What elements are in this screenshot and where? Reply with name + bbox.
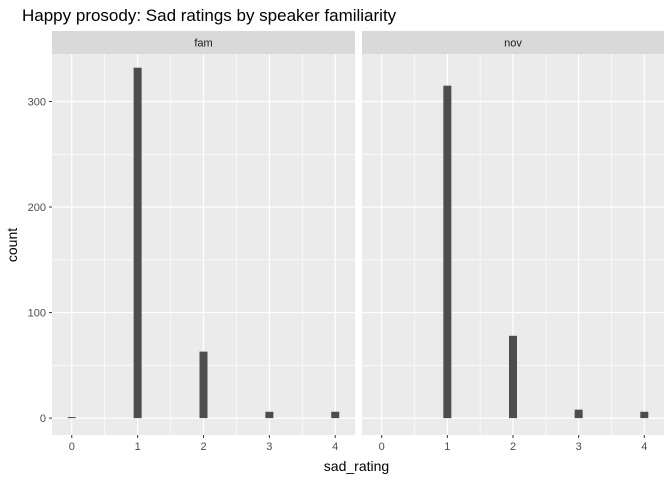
x-tick-label: 3 — [266, 441, 272, 453]
facet-strip — [362, 31, 664, 54]
y-tick-label: 300 — [28, 96, 46, 108]
x-tick-label: 4 — [641, 441, 647, 453]
y-tick-label: 100 — [28, 308, 46, 320]
x-axis-title: sad_rating — [324, 458, 389, 474]
x-tick-label: 2 — [200, 441, 206, 453]
bar-nov-3 — [574, 409, 583, 419]
x-tick-label: 1 — [444, 441, 450, 453]
facet-strip-label: fam — [194, 38, 212, 50]
bar-fam-0 — [67, 417, 76, 419]
bar-nov-4 — [640, 411, 649, 419]
facet-panel-fam: fam 0 1 2 3 4 0 100 200 300 — [28, 31, 355, 453]
x-tick-label: 2 — [510, 441, 516, 453]
facet-panels: fam 0 1 2 3 4 0 100 200 300 nov 0 1 2 3 4 — [28, 31, 664, 453]
x-tick-label: 0 — [69, 441, 75, 453]
y-axis-title: count — [4, 228, 20, 262]
facet-strip — [52, 31, 355, 54]
chart-title: Happy prosody: Sad ratings by speaker fa… — [22, 6, 397, 25]
facet-panel-nov: nov 0 1 2 3 4 — [362, 31, 664, 453]
facet-strip-label: nov — [504, 38, 522, 50]
bar-fam-1 — [133, 67, 142, 419]
bar-fam-3 — [265, 411, 274, 419]
x-tick-label: 0 — [379, 441, 385, 453]
bar-nov-2 — [509, 335, 517, 419]
bar-nov-1 — [443, 85, 452, 419]
x-tick-label: 4 — [332, 441, 338, 453]
bar-fam-2 — [199, 351, 208, 419]
x-tick-label: 3 — [576, 441, 582, 453]
x-tick-label: 1 — [135, 441, 141, 453]
y-tick-label: 0 — [40, 413, 46, 425]
bar-fam-4 — [331, 411, 340, 419]
y-tick-label: 200 — [28, 202, 46, 214]
